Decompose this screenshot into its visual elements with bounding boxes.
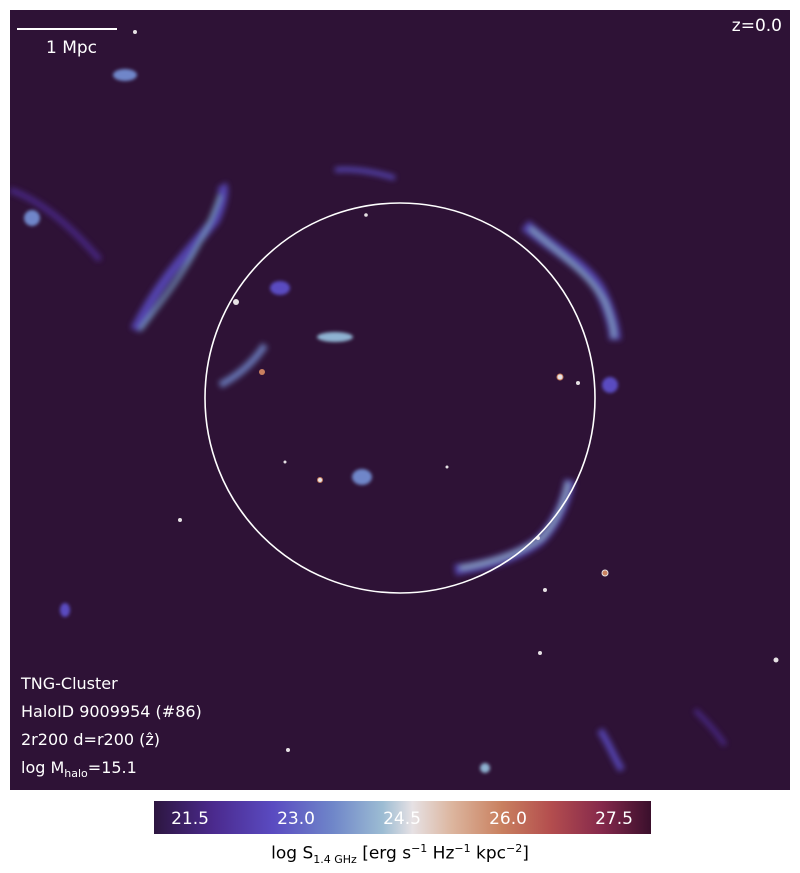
info-block: TNG-Cluster HaloID 9009954 (#86) 2r200 d… — [21, 673, 202, 780]
halo-mass-prefix: log M — [21, 757, 65, 777]
colorbar: 21.5 23.0 24.5 26.0 27.5 — [154, 801, 651, 834]
projection-info: 2r200 d=r200 (ẑ) — [21, 729, 161, 749]
r200-circle — [204, 202, 596, 594]
scalebar-line — [17, 28, 117, 30]
radio-emission-map: 1 Mpc z=0.0 TNG-Cluster HaloID 9009954 (… — [10, 10, 790, 790]
compact-emission — [24, 69, 618, 773]
redshift-label: z=0.0 — [731, 16, 782, 36]
colorbar-tick: 23.0 — [277, 809, 315, 829]
colorbar-label-sup3: −2 — [506, 842, 523, 855]
colorbar-tick: 26.0 — [489, 809, 527, 829]
colorbar-label-mid: [erg s — [356, 843, 412, 864]
scalebar-label: 1 Mpc — [46, 38, 98, 58]
halo-mass: log Mhalo=15.1 — [21, 757, 202, 780]
colorbar-label-sub: 1.4 GHz — [313, 853, 357, 867]
colorbar-label-mid2: Hz — [427, 843, 455, 864]
colorbar-label-sup2: −1 — [454, 842, 471, 855]
halo-mass-suffix: =15.1 — [87, 757, 137, 777]
halo-mass-sub: halo — [64, 767, 88, 780]
colorbar-tick: 24.5 — [383, 809, 421, 829]
halo-id: HaloID 9009954 (#86) — [21, 701, 202, 721]
colorbar-tick: 21.5 — [171, 809, 209, 829]
colorbar-label-end: ] — [522, 843, 529, 864]
colorbar-label-mid3: kpc — [470, 843, 507, 864]
emission-field — [10, 30, 779, 773]
colorbar-label: log S1.4 GHz [erg s−1 Hz−1 kpc−2] — [0, 842, 800, 866]
colorbar-label-prefix: log S — [271, 843, 314, 864]
colorbar-label-sup1: −1 — [411, 842, 428, 855]
point-sources — [133, 30, 779, 752]
diffuse-emission — [10, 167, 728, 773]
simulation-name: TNG-Cluster — [21, 673, 118, 693]
colorbar-tick: 27.5 — [595, 809, 633, 829]
